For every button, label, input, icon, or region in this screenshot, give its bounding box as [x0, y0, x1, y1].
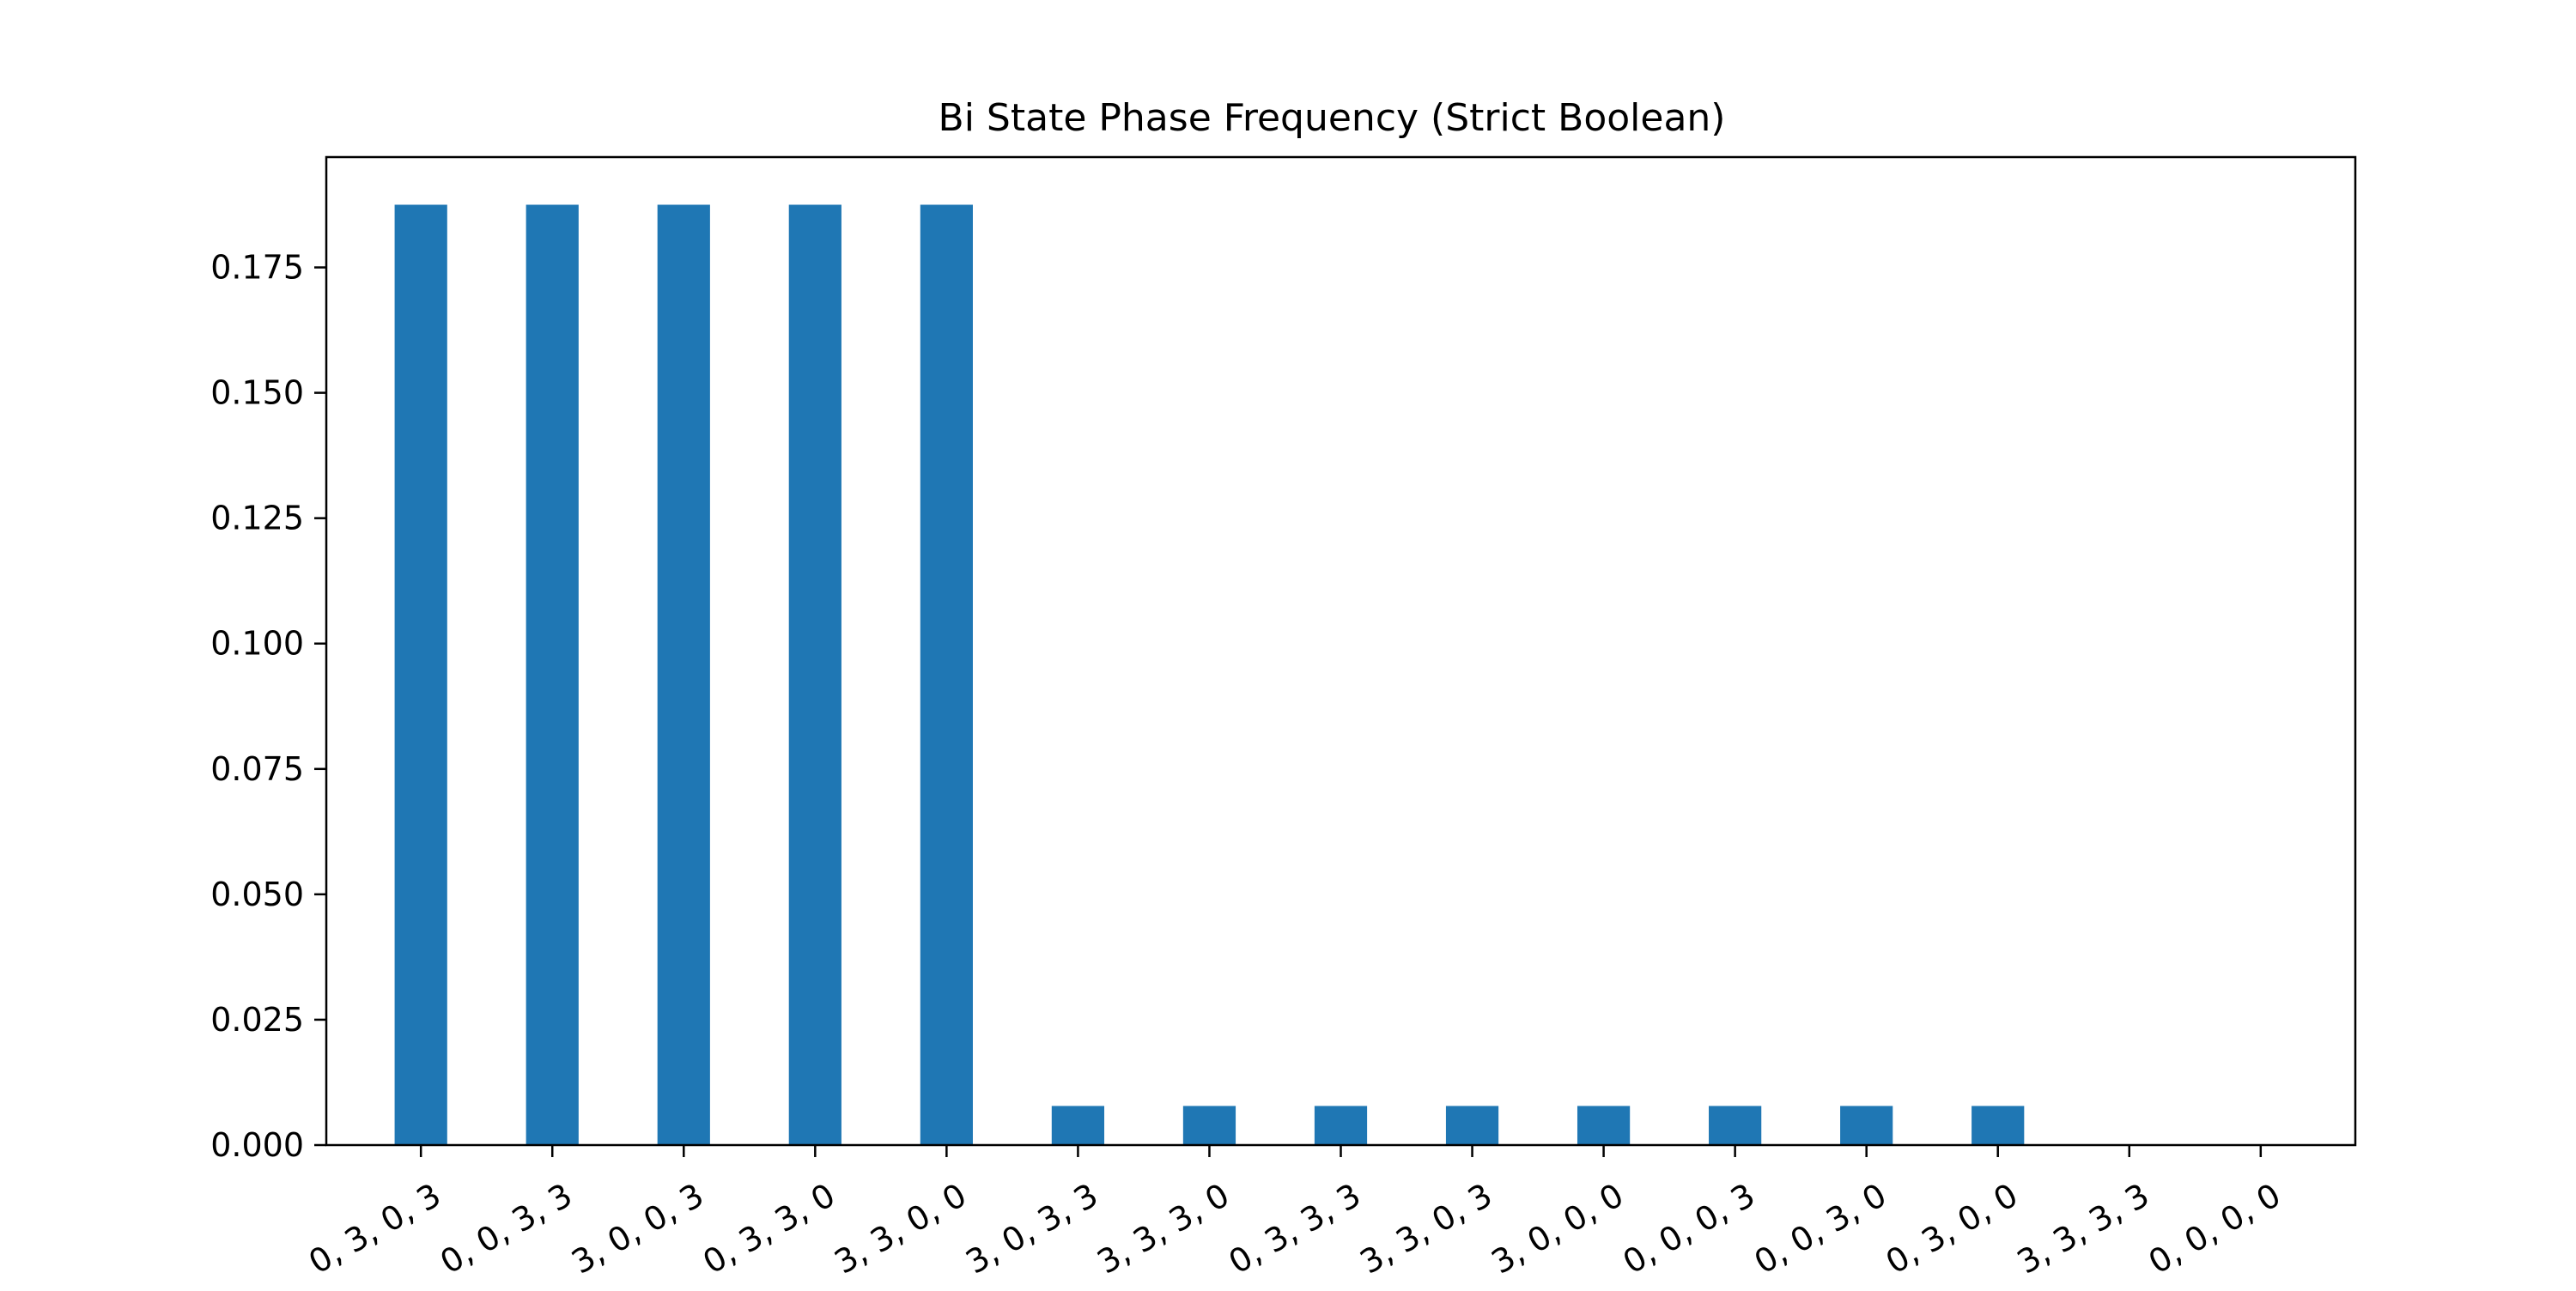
x-tick-label: 0, 3, 3, 3 — [1222, 1176, 1367, 1282]
y-tick-label: 0.125 — [210, 500, 304, 537]
x-axis: 0, 3, 0, 30, 0, 3, 33, 0, 0, 30, 3, 3, 0… — [302, 1145, 2287, 1282]
bar-2 — [526, 204, 579, 1145]
y-tick-label: 0.175 — [210, 249, 304, 287]
y-tick-label: 0.100 — [210, 625, 304, 663]
bar-5 — [920, 204, 973, 1145]
y-tick-label: 0.150 — [210, 374, 304, 412]
plot-frame — [325, 155, 2357, 1147]
y-tick-label: 0.000 — [210, 1126, 304, 1164]
y-axis: 0.000 0.025 0.050 0.075 0.100 0.125 0.150 0.175 — [210, 249, 326, 1164]
x-tick-label: 3, 3, 3, 0 — [1091, 1176, 1236, 1282]
x-tick-label: 0, 0, 0, 3 — [1617, 1176, 1762, 1282]
bar-13 — [1971, 1106, 2025, 1145]
x-tick-label: 3, 0, 0, 0 — [1485, 1176, 1631, 1282]
x-tick-label: 0, 0, 3, 3 — [434, 1176, 579, 1282]
bar-8 — [1314, 1106, 1368, 1145]
x-tick-label: 0, 3, 0, 3 — [302, 1176, 447, 1282]
y-tick-label: 0.050 — [210, 876, 304, 913]
x-tick-label: 3, 3, 0, 3 — [1354, 1176, 1499, 1282]
bar-11 — [1709, 1106, 1762, 1145]
chart-title: Bi State Phase Frequency (Strict Boolean… — [939, 96, 1726, 140]
x-tick-label: 3, 0, 0, 3 — [565, 1176, 710, 1282]
x-tick-label: 3, 3, 0, 0 — [828, 1176, 973, 1282]
bar-6 — [1051, 1106, 1105, 1145]
x-tick-label: 3, 0, 3, 3 — [959, 1176, 1104, 1282]
x-tick-label: 0, 3, 0, 0 — [1880, 1176, 2025, 1282]
y-tick-label: 0.025 — [210, 1001, 304, 1039]
y-tick-label: 0.075 — [210, 750, 304, 788]
x-tick-label: 3, 3, 3, 3 — [2011, 1176, 2156, 1282]
bar-1 — [394, 204, 447, 1145]
x-tick-label: 0, 3, 3, 0 — [696, 1176, 841, 1282]
bar-9 — [1445, 1106, 1499, 1145]
bar-12 — [1840, 1106, 1893, 1145]
bar-10 — [1577, 1106, 1631, 1145]
x-tick-label: 0, 0, 3, 0 — [1748, 1176, 1893, 1282]
bars-layer — [394, 204, 2025, 1145]
x-tick-label: 0, 0, 0, 0 — [2142, 1176, 2287, 1282]
bar-7 — [1182, 1106, 1236, 1145]
bar-4 — [788, 204, 841, 1145]
bar-3 — [657, 204, 710, 1145]
